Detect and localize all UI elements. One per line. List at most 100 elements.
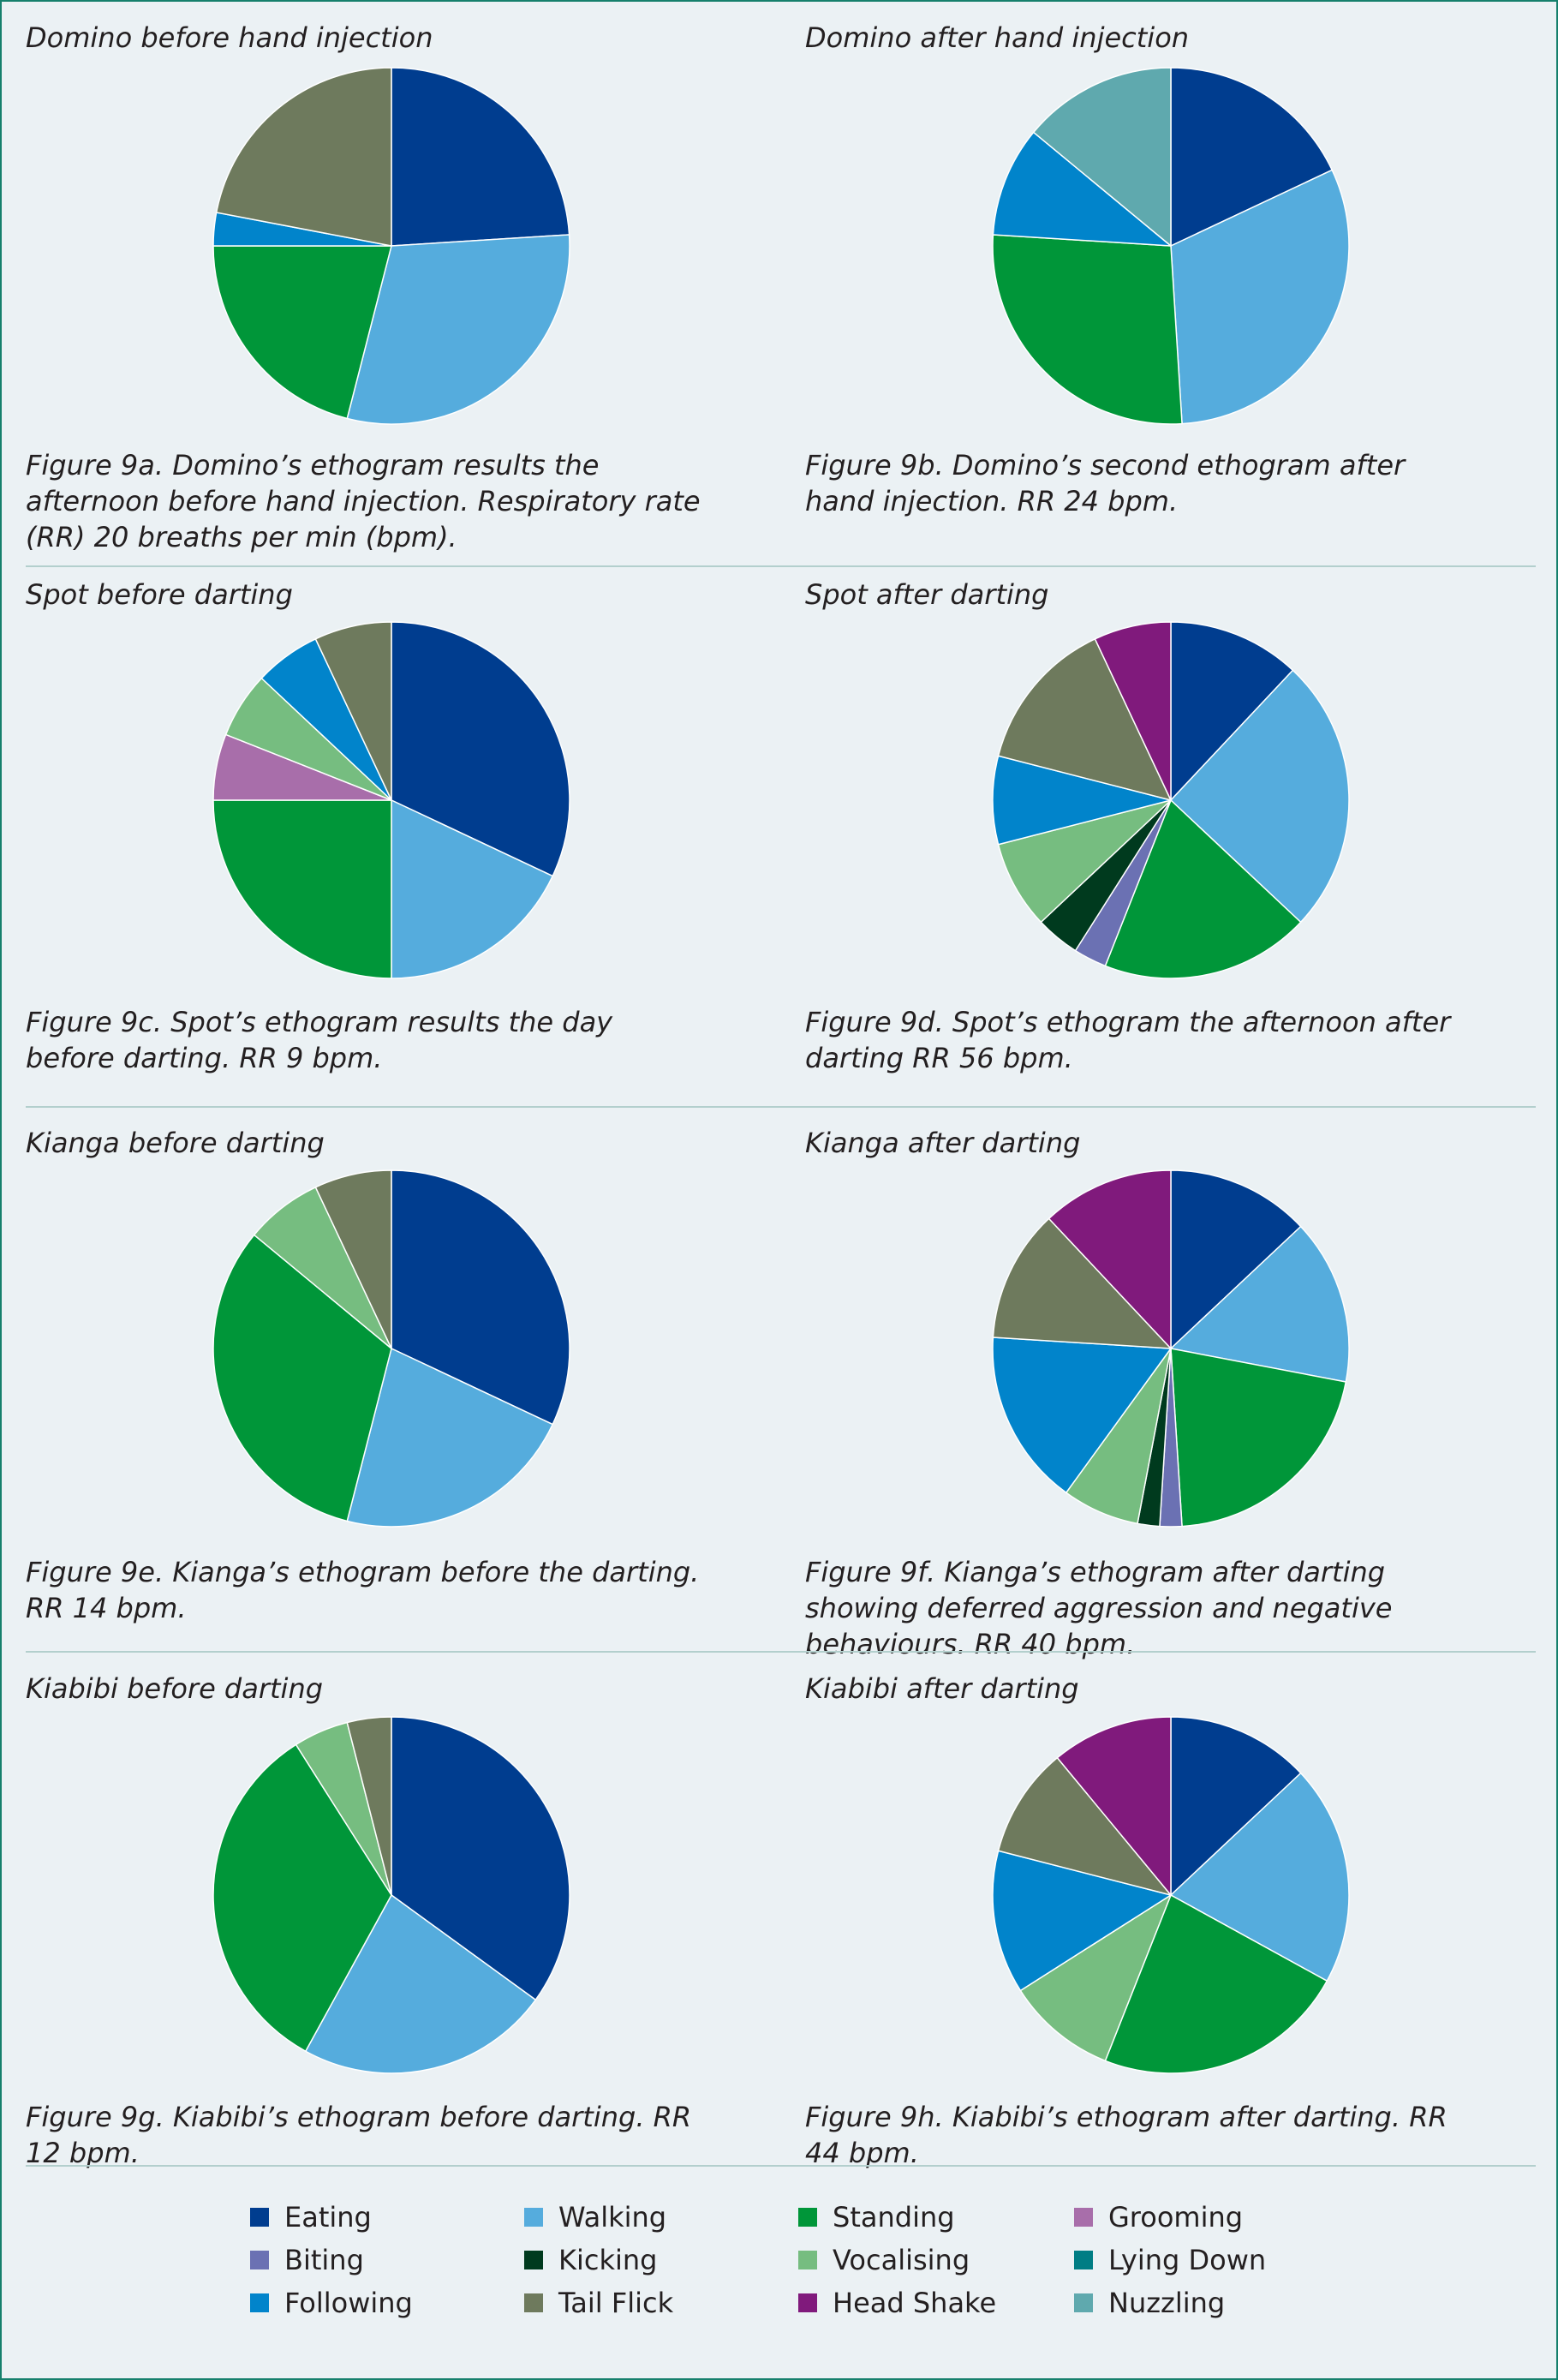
pie-slice-tail-flick	[314, 1169, 392, 1349]
pie-slice-walking	[305, 1894, 537, 2074]
chart-title-9c: Spot before darting	[26, 578, 293, 611]
pie-slice-following	[992, 131, 1172, 247]
legend: Eating Walking Standing Grooming Biting …	[250, 2200, 1321, 2329]
pie-slice-tail-flick	[992, 1217, 1172, 1349]
row-divider	[26, 1651, 1536, 1653]
legend-swatch-tail-flick	[524, 2293, 543, 2312]
caption-9b: Figure 9b. Domino’s second ethogram afte…	[805, 449, 1406, 517]
caption-9g: Figure 9g. Kiabibi’s ethogram before dar…	[26, 2101, 692, 2169]
legend-swatch-nuzzling	[1074, 2293, 1093, 2312]
pie-slice-eating	[1170, 67, 1333, 247]
pie-slice-tail-flick	[346, 1716, 392, 1896]
row-divider	[26, 565, 1536, 567]
chart-title-9a: Domino before hand injection	[26, 21, 433, 54]
pie-chart-9a	[212, 67, 570, 425]
legend-label-kicking: Kicking	[558, 2244, 658, 2276]
legend-swatch-eating	[250, 2208, 269, 2227]
legend-swatch-kicking	[524, 2251, 543, 2269]
legend-label-biting: Biting	[284, 2244, 364, 2276]
legend-label-following: Following	[284, 2287, 413, 2319]
legend-label-eating: Eating	[284, 2201, 372, 2233]
legend-swatch-lying-down	[1074, 2251, 1093, 2269]
pie-slice-tail-flick	[997, 638, 1172, 801]
pie-slice-nuzzling	[1032, 67, 1172, 247]
row-divider	[26, 2165, 1536, 2167]
legend-item-biting: Biting	[250, 2243, 364, 2277]
pie-slice-standing	[1104, 799, 1302, 979]
legend-item-standing: Standing	[798, 2200, 955, 2234]
chart-title-9e: Kianga before darting	[26, 1127, 325, 1159]
chart-title-9b: Domino after hand injection	[805, 21, 1190, 54]
pie-slice-head-shake	[1048, 1169, 1172, 1349]
pie-slice-standing	[212, 799, 392, 979]
row-divider	[26, 1106, 1536, 1108]
legend-swatch-grooming	[1074, 2208, 1093, 2227]
pie-slice-walking	[1170, 1225, 1350, 1383]
legend-label-tail-flick: Tail Flick	[558, 2287, 674, 2319]
pie-slice-walking	[391, 799, 553, 979]
chart-title-9h: Kiabibi after darting	[805, 1672, 1079, 1705]
pie-slice-tail-flick	[997, 1756, 1172, 1896]
pie-slice-eating	[391, 1716, 570, 2001]
legend-item-grooming: Grooming	[1074, 2200, 1243, 2234]
pie-slice-head-shake	[1094, 621, 1172, 801]
pie-chart-9e	[212, 1169, 570, 1528]
pie-slice-tail-flick	[314, 621, 392, 801]
pie-slice-walking	[1170, 169, 1350, 425]
chart-title-9g: Kiabibi before darting	[26, 1672, 324, 1705]
legend-item-head-shake: Head Shake	[798, 2286, 996, 2320]
pie-slice-following	[992, 1850, 1172, 1992]
pie-chart-9f	[992, 1169, 1350, 1528]
caption-9d: Figure 9d. Spot’s ethogram the afternoon…	[805, 1006, 1451, 1074]
pie-slice-walking	[1170, 669, 1350, 924]
legend-swatch-head-shake	[798, 2293, 817, 2312]
chart-title-9d: Spot after darting	[805, 578, 1049, 611]
pie-slice-eating	[1170, 1169, 1302, 1349]
legend-item-lying-down: Lying Down	[1074, 2243, 1266, 2277]
chart-title-9f: Kianga after darting	[805, 1127, 1081, 1159]
legend-item-eating: Eating	[250, 2200, 372, 2234]
legend-item-nuzzling: Nuzzling	[1074, 2286, 1225, 2320]
legend-label-standing: Standing	[833, 2201, 955, 2233]
pie-slice-standing	[1104, 1894, 1328, 2074]
pie-slice-vocalising	[1019, 1894, 1172, 2062]
legend-swatch-walking	[524, 2208, 543, 2227]
caption-9c: Figure 9c. Spot’s ethogram results the d…	[26, 1006, 613, 1074]
pie-slice-eating	[1170, 1716, 1302, 1896]
pie-slice-standing	[1170, 1348, 1347, 1528]
pie-slice-walking	[346, 234, 570, 425]
pie-chart-9g	[212, 1716, 570, 2074]
pie-slice-eating	[391, 67, 570, 247]
legend-swatch-vocalising	[798, 2251, 817, 2269]
legend-label-nuzzling: Nuzzling	[1108, 2287, 1226, 2319]
pie-slice-walking	[1170, 1772, 1350, 1982]
legend-label-lying-down: Lying Down	[1108, 2244, 1267, 2276]
pie-slice-eating	[391, 1169, 570, 1426]
legend-item-tail-flick: Tail Flick	[524, 2286, 673, 2320]
caption-9e: Figure 9e. Kianga’s ethogram before the …	[26, 1556, 700, 1624]
legend-swatch-standing	[798, 2208, 817, 2227]
legend-label-head-shake: Head Shake	[833, 2287, 997, 2319]
pie-slice-following	[992, 755, 1172, 846]
pie-slice-standing	[212, 1234, 392, 1522]
legend-swatch-biting	[250, 2251, 269, 2269]
legend-label-walking: Walking	[558, 2201, 667, 2233]
pie-chart-9h	[992, 1716, 1350, 2074]
pie-slice-standing	[212, 245, 392, 420]
legend-label-vocalising: Vocalising	[833, 2244, 970, 2276]
pie-slice-tail-flick	[215, 67, 392, 247]
pie-slice-vocalising	[997, 799, 1172, 924]
pie-chart-9b	[992, 67, 1350, 425]
caption-9f: Figure 9f. Kianga’s ethogram after darti…	[805, 1556, 1393, 1660]
pie-chart-9c	[212, 621, 570, 979]
pie-slice-head-shake	[1056, 1716, 1172, 1896]
pie-slice-standing	[212, 1743, 392, 2053]
pie-slice-following	[992, 1337, 1172, 1494]
pie-chart-9d	[992, 621, 1350, 979]
pie-slice-eating	[1170, 621, 1294, 801]
pie-slice-walking	[346, 1348, 553, 1528]
caption-9h: Figure 9h. Kiabibi’s ethogram after dart…	[805, 2101, 1448, 2169]
legend-item-following: Following	[250, 2286, 413, 2320]
legend-item-walking: Walking	[524, 2200, 666, 2234]
